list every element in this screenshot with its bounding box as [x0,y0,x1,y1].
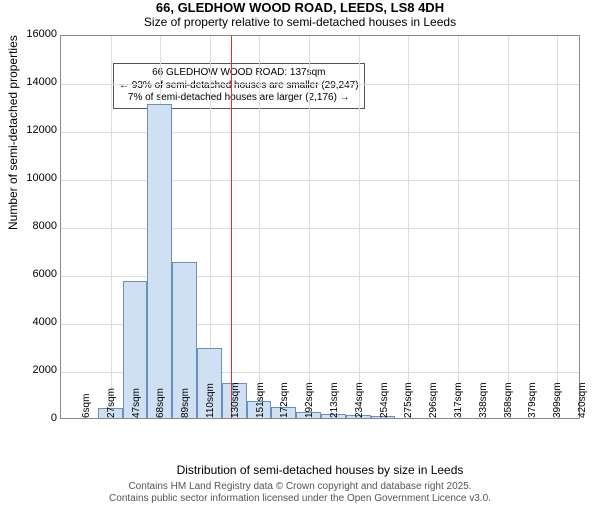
x-tick-label: 358sqm [499,382,514,418]
gridline-horizontal [61,276,579,277]
gridline-vertical [508,36,509,418]
gridline-horizontal [61,228,579,229]
gridline-vertical [557,36,558,418]
annotation-line-2: ← 93% of semi-detached houses are smalle… [119,80,359,93]
x-tick-label: 234sqm [350,382,365,418]
x-tick-label: 296sqm [424,382,439,418]
y-tick-label: 10000 [26,172,61,184]
x-tick-label: 379sqm [523,382,538,418]
x-tick-label: 317sqm [449,382,464,418]
y-tick-label: 12000 [26,124,61,136]
gridline-vertical [408,36,409,418]
gridline-vertical [458,36,459,418]
y-tick-label: 8000 [33,220,61,232]
x-axis-label: Distribution of semi-detached houses by … [60,463,580,477]
y-tick-label: 6000 [33,268,61,280]
x-tick-label: 110sqm [201,383,216,418]
page-subtitle: Size of property relative to semi-detach… [0,15,600,29]
footer-line-2: Contains public sector information licen… [0,493,600,505]
x-tick-label: 172sqm [275,382,290,418]
x-tick-label: 151sqm [251,382,266,418]
annotation-line-1: 66 GLEDHOW WOOD ROAD: 137sqm [119,67,359,80]
x-tick-label: 254sqm [375,382,390,418]
x-tick-label: 192sqm [300,382,315,418]
x-tick-label: 6sqm [77,394,92,418]
gridline-horizontal [61,132,579,133]
annotation-box: 66 GLEDHOW WOOD ROAD: 137sqm ← 93% of se… [113,63,365,109]
x-tick-label: 338sqm [474,382,489,418]
x-tick-label: 420sqm [573,382,588,418]
gridline-vertical [111,36,112,418]
y-tick-label: 0 [51,412,61,424]
marker-line [231,36,232,418]
gridline-horizontal [61,84,579,85]
gridline-vertical [309,36,310,418]
gridline-vertical [259,36,260,418]
x-tick-label: 130sqm [226,382,241,418]
plot-region: 66 GLEDHOW WOOD ROAD: 137sqm ← 93% of se… [60,35,580,419]
x-tick-label: 47sqm [127,388,142,418]
gridline-vertical [359,36,360,418]
y-tick-label: 16000 [26,28,61,40]
histogram-bar [147,104,172,418]
y-tick-label: 14000 [26,76,61,88]
footer-line-1: Contains HM Land Registry data © Crown c… [0,481,600,493]
chart-area: 66 GLEDHOW WOOD ROAD: 137sqm ← 93% of se… [60,35,580,419]
x-tick-label: 275sqm [399,382,414,418]
y-axis-label: Number of semi-detached properties [6,35,20,230]
gridline-horizontal [61,180,579,181]
page-title: 66, GLEDHOW WOOD ROAD, LEEDS, LS8 4DH [0,0,600,15]
x-tick-label: 68sqm [151,388,166,418]
x-tick-label: 27sqm [102,388,117,418]
x-tick-label: 89sqm [176,388,191,418]
x-tick-label: 213sqm [325,382,340,418]
footer: Contains HM Land Registry data © Crown c… [0,481,600,505]
y-tick-label: 4000 [33,316,61,328]
x-tick-label: 399sqm [548,382,563,418]
y-tick-label: 2000 [33,364,61,376]
